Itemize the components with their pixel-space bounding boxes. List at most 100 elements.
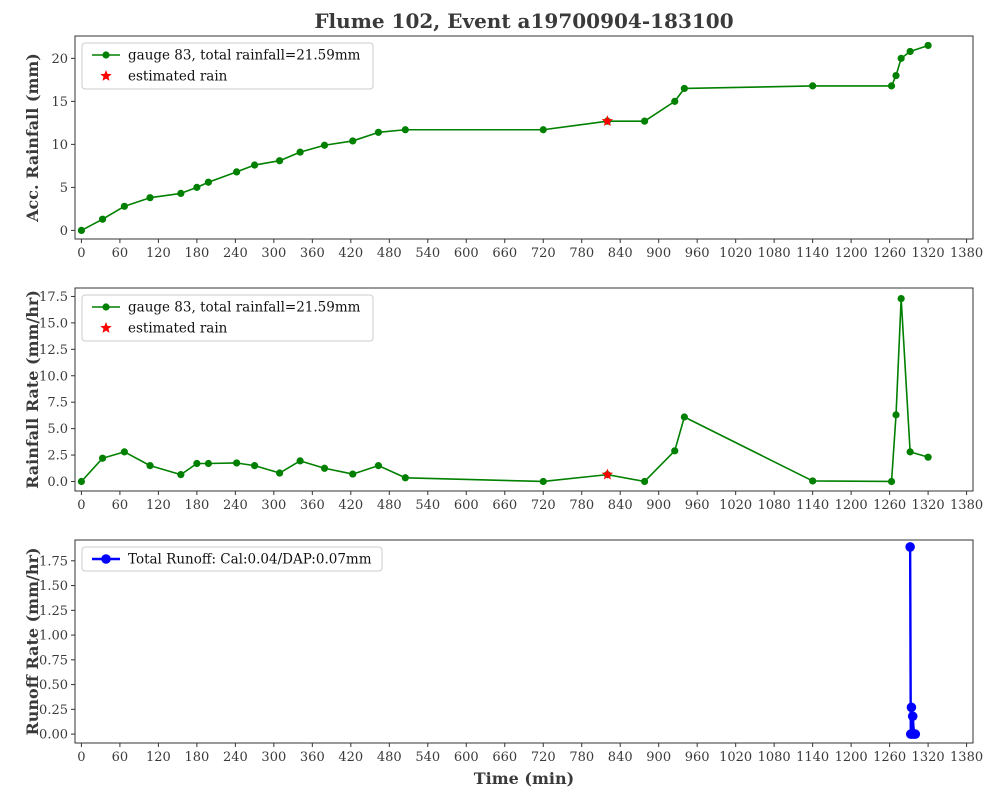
data-point	[640, 117, 649, 125]
x-tick-label: 1020	[719, 498, 752, 513]
data-point	[204, 178, 213, 186]
legend-marker-star	[100, 322, 112, 333]
data-point	[374, 128, 382, 136]
data-point	[809, 477, 817, 485]
x-tick-label: 540	[415, 750, 440, 765]
legend: Total Runoff: Cal:0.04/DAP:0.07mm	[81, 546, 383, 572]
x-tick-label: 720	[531, 498, 556, 513]
x-tick-label: 60	[112, 498, 129, 513]
x-tick-label: 120	[146, 246, 171, 261]
figure-title: Flume 102, Event a19700904-183100	[314, 9, 733, 33]
series-1	[77, 294, 932, 486]
data-point	[671, 97, 679, 105]
y-tick-label: 0.25	[39, 703, 68, 718]
data-point	[296, 148, 304, 156]
x-tick-label: 540	[415, 246, 440, 261]
data-point	[251, 462, 259, 470]
y-tick-label: 10	[51, 138, 68, 153]
y-tick-label: 5.0	[47, 422, 68, 437]
x-tick-label: 660	[492, 498, 517, 513]
legend: gauge 83, total rainfall=21.59mm estimate…	[81, 42, 374, 90]
data-point	[374, 462, 382, 470]
y-tick-label: 1.75	[39, 554, 68, 569]
x-tick-label: 660	[492, 750, 517, 765]
data-point	[401, 474, 409, 482]
legend-label: Total Runoff: Cal:0.04/DAP:0.07mm	[128, 552, 372, 568]
x-axis-label: Time (min)	[474, 769, 574, 788]
x-tick-label: 1200	[835, 498, 868, 513]
series-1	[77, 41, 932, 234]
x-tick-label: 0	[77, 750, 85, 765]
data-point	[680, 413, 688, 421]
x-tick-label: 1260	[873, 498, 906, 513]
x-tick-label: 120	[146, 750, 171, 765]
x-tick-label: 780	[569, 246, 594, 261]
data-point-star	[601, 468, 614, 480]
x-tick-label: 300	[261, 498, 286, 513]
x-tick-label: 1380	[950, 750, 983, 765]
data-point	[906, 47, 914, 56]
x-tick-label: 1140	[796, 498, 829, 513]
x-tick-label: 1080	[758, 246, 791, 261]
data-point	[77, 226, 86, 234]
x-tick-label: 1320	[912, 246, 945, 261]
legend-label: estimated rain	[128, 69, 228, 85]
y-tick-label: 10.0	[39, 369, 68, 384]
x-tick-label: 720	[531, 750, 556, 765]
x-tick-label: 1020	[719, 750, 752, 765]
data-point	[907, 711, 918, 722]
data-point	[906, 702, 917, 713]
data-point	[539, 126, 547, 134]
x-tick-label: 480	[377, 750, 402, 765]
y-tick-label: 0.00	[39, 728, 68, 743]
data-point	[401, 126, 409, 134]
data-point	[233, 168, 241, 176]
chart-panel-2: 0 60 120 180 240 300 360 420 480 540 600 660 720 780 8…	[23, 287, 983, 513]
x-tick-label: 840	[608, 750, 633, 765]
y-tick-label: 0.75	[39, 653, 68, 668]
data-point	[120, 448, 128, 456]
data-point	[146, 194, 154, 202]
data-point	[193, 183, 201, 191]
data-point	[296, 457, 304, 465]
x-tick-label: 360	[300, 246, 325, 261]
data-point	[204, 459, 213, 468]
data-point	[680, 84, 688, 93]
data-point	[98, 454, 107, 462]
x-tick-label: 1320	[912, 498, 945, 513]
y-tick-label: 20	[51, 52, 68, 67]
x-tick-label: 360	[300, 498, 325, 513]
legend-label: estimated rain	[128, 321, 228, 337]
x-tick-label: 180	[184, 498, 209, 513]
x-tick-label: 180	[184, 750, 209, 765]
x-tick-label: 1140	[796, 246, 829, 261]
data-point	[320, 464, 329, 472]
series-1	[905, 542, 921, 739]
x-tick-label: 780	[569, 498, 594, 513]
x-tick-label: 960	[685, 246, 710, 261]
y-tick-label: 2.5	[47, 449, 68, 464]
x-tick-label: 420	[338, 498, 363, 513]
x-tick-label: 900	[646, 246, 671, 261]
data-point	[897, 54, 905, 62]
data-point	[892, 71, 900, 80]
x-tick-label: 480	[377, 498, 402, 513]
x-tick-label: 720	[531, 246, 556, 261]
y-tick-label: 7.5	[47, 396, 68, 411]
x-tick-label: 600	[454, 750, 479, 765]
x-tick-label: 0	[77, 246, 85, 261]
legend-box	[81, 294, 374, 342]
x-tick-label: 60	[112, 750, 129, 765]
x-tick-label: 1080	[758, 498, 791, 513]
x-tick-label: 1200	[835, 246, 868, 261]
data-point	[98, 215, 107, 223]
data-point	[897, 294, 905, 303]
x-tick-label: 780	[569, 750, 594, 765]
y-axis-label: Rainfall Rate (mm/hr)	[23, 290, 42, 489]
data-point	[233, 459, 241, 467]
x-tick-label: 420	[338, 750, 363, 765]
y-tick-label: 15	[51, 95, 68, 110]
x-tick-label: 480	[377, 246, 402, 261]
x-tick-label: 600	[454, 498, 479, 513]
